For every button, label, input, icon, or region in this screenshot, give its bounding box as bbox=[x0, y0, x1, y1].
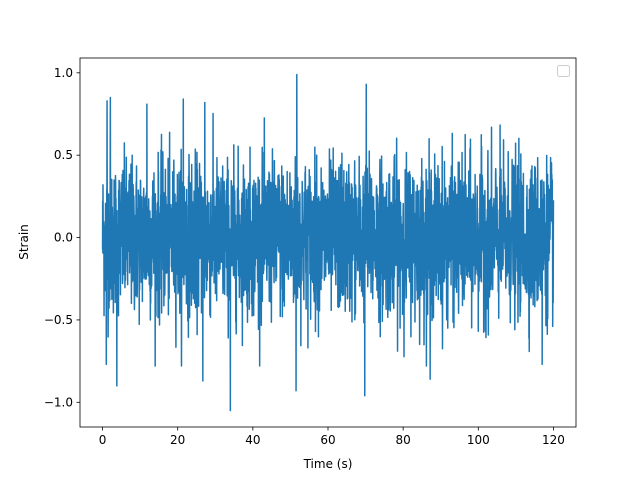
y-tick-label: 1.0 bbox=[54, 66, 73, 80]
x-tick-label: 60 bbox=[320, 433, 335, 447]
x-tick-label: 40 bbox=[245, 433, 260, 447]
y-tick-label: 0.0 bbox=[54, 231, 73, 245]
plot-area bbox=[101, 73, 555, 412]
x-tick-label: 80 bbox=[396, 433, 411, 447]
x-axis-label: Time (s) bbox=[303, 457, 353, 471]
y-tick-label: 0.5 bbox=[54, 148, 73, 162]
y-axis: −1.0 −0.5 0.0 0.5 1.0 bbox=[44, 66, 80, 409]
x-tick-label: 120 bbox=[542, 433, 565, 447]
x-tick-label: 0 bbox=[99, 433, 107, 447]
x-tick-label: 20 bbox=[170, 433, 185, 447]
x-tick-label: 100 bbox=[467, 433, 490, 447]
x-axis: 0 20 40 60 80 100 120 bbox=[99, 427, 565, 447]
y-tick-label: −1.0 bbox=[44, 395, 73, 409]
y-axis-label: Strain bbox=[17, 224, 31, 260]
strain-series-line bbox=[101, 73, 555, 412]
legend-box bbox=[557, 65, 570, 77]
y-tick-label: −0.5 bbox=[44, 313, 73, 327]
